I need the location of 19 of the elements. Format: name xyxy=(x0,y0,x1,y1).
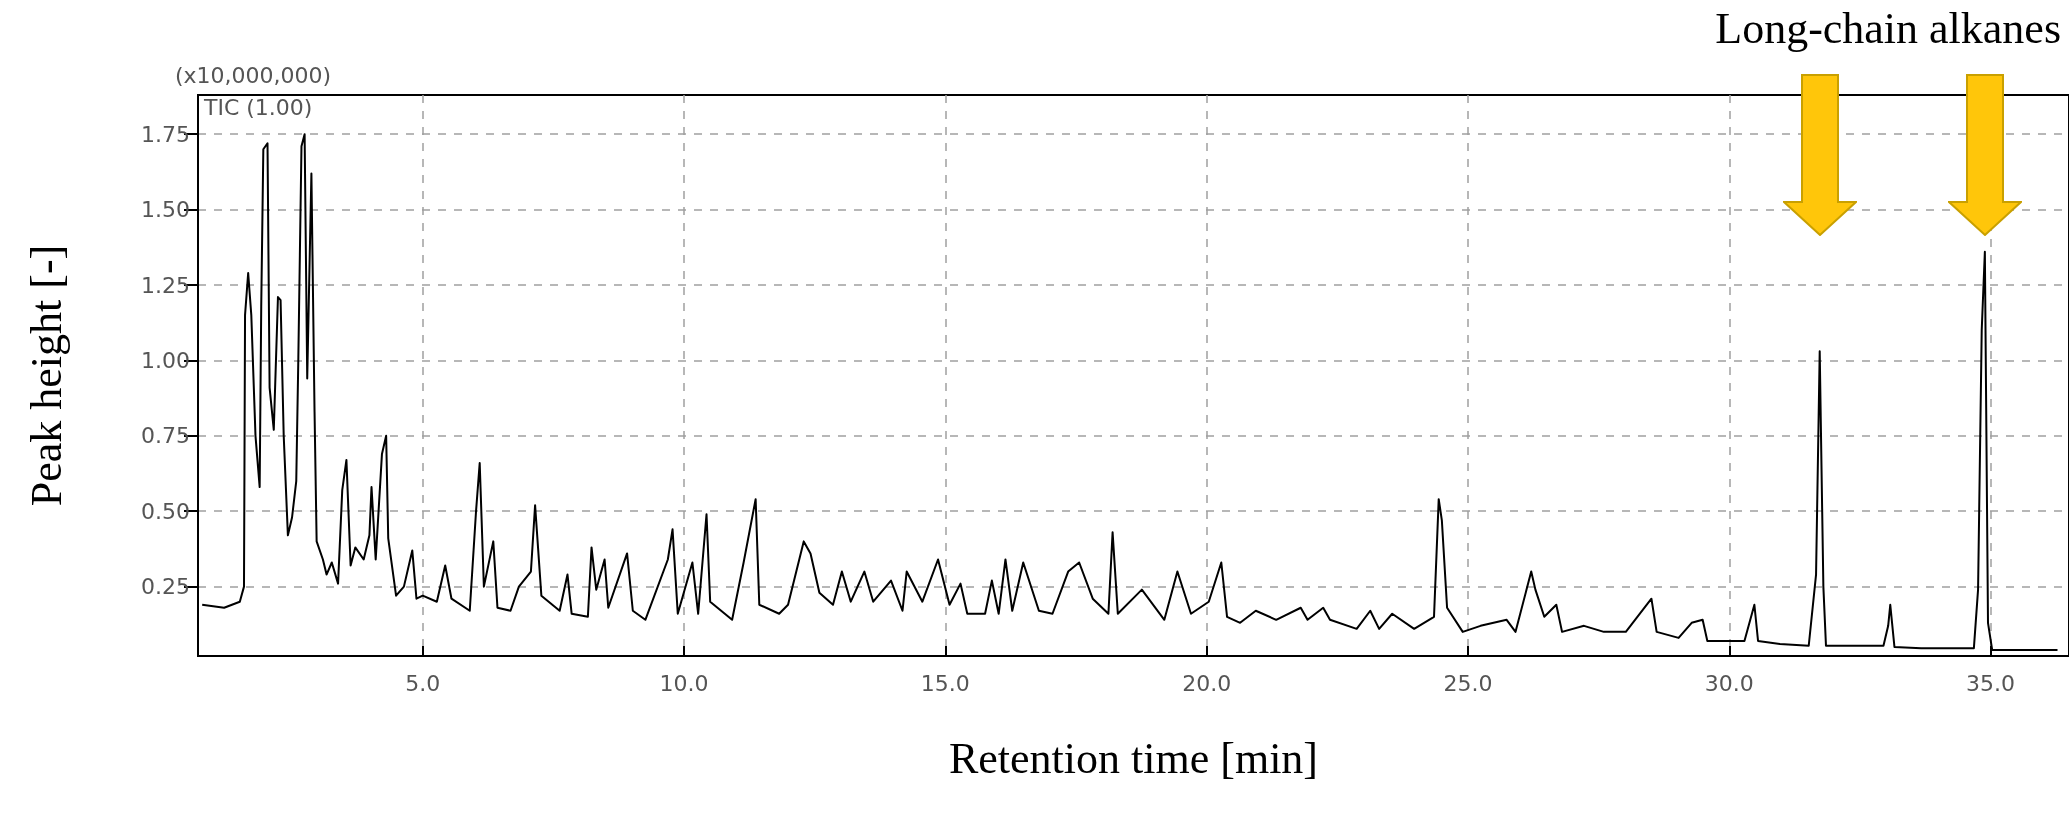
y-tick-label: 1.25 xyxy=(141,272,190,298)
y-axis-title: Peak height [-] xyxy=(21,244,71,507)
y-tick-label: 0.25 xyxy=(141,574,190,600)
text: (x10,000,000) xyxy=(175,62,332,88)
y-tick-label: 0.75 xyxy=(141,423,190,449)
y-tick-label: 0.50 xyxy=(141,498,190,524)
text: Long-chain alkanes xyxy=(1715,3,2061,53)
x-axis-title: Retention time [min] xyxy=(948,733,1319,783)
x-tick-label: 10.0 xyxy=(659,670,709,696)
y-tick-label: 1.00 xyxy=(141,347,190,373)
x-tick-label: 25.0 xyxy=(1443,670,1493,696)
x-tick-label: 30.0 xyxy=(1704,670,1754,696)
x-tick-label: 20.0 xyxy=(1182,670,1232,696)
x-tick-label: 5.0 xyxy=(405,670,441,696)
annotation: TIC (1.00) xyxy=(203,94,313,120)
x-tick-label: 35.0 xyxy=(1966,670,2016,696)
x-tick-label: 15.0 xyxy=(920,670,970,696)
y-tick-label: 1.50 xyxy=(141,197,190,223)
y-tick-label: 1.75 xyxy=(141,121,190,147)
